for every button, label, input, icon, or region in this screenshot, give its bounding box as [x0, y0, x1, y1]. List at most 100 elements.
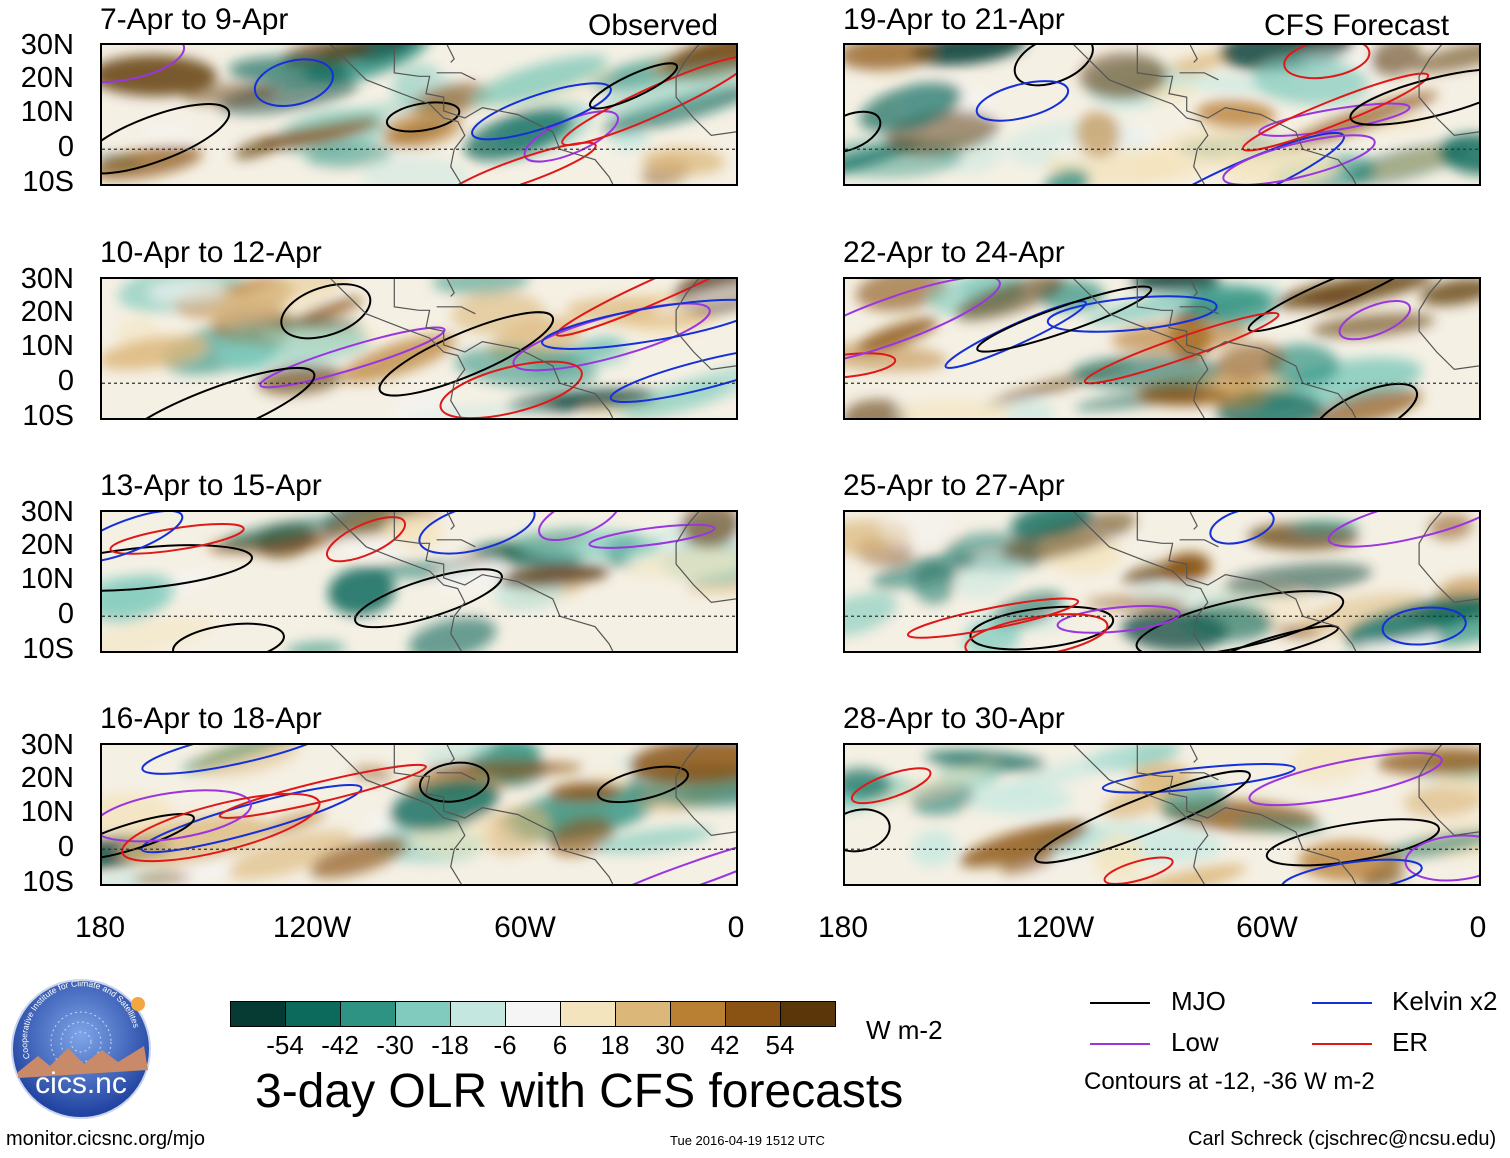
- coastline: [1073, 279, 1209, 418]
- olr-anomaly: [1010, 512, 1093, 539]
- olr-anomaly: [910, 45, 1026, 66]
- contour-mjo: [378, 311, 555, 397]
- lat-label: 30N: [20, 263, 74, 295]
- coastline: [436, 772, 476, 781]
- coastline: [330, 45, 466, 184]
- coastline: [1179, 772, 1219, 781]
- olr-anomaly: [1439, 133, 1479, 175]
- legend-low-label: Low: [1171, 1027, 1219, 1057]
- olr-anomaly: [1314, 388, 1423, 418]
- legend-er-label: ER: [1392, 1027, 1429, 1057]
- olr-anomaly: [859, 82, 963, 133]
- coastline: [1418, 512, 1479, 604]
- lat-label: 30N: [20, 729, 74, 761]
- map-panel-fcst-4: [843, 743, 1481, 886]
- colorbar-swatch: [340, 1001, 396, 1027]
- olr-anomaly: [602, 85, 736, 134]
- olr-anomaly: [390, 389, 453, 418]
- olr-anomaly: [878, 512, 956, 548]
- olr-anomaly: [856, 318, 939, 353]
- colorbar-label: -54: [266, 1030, 304, 1060]
- olr-anomaly: [600, 63, 736, 119]
- contour-mjo: [1013, 45, 1094, 87]
- colorbar-label: 54: [765, 1030, 795, 1060]
- contour-kelvin: [1381, 606, 1467, 646]
- contour-mjo: [1034, 770, 1251, 864]
- lat-label: 10N: [20, 330, 74, 362]
- website-link[interactable]: monitor.cicsnc.org/mjo: [6, 1128, 205, 1150]
- olr-map: [845, 45, 1479, 184]
- contour-mjo: [112, 366, 316, 418]
- olr-anomaly: [340, 334, 457, 383]
- olr-map: [845, 745, 1479, 884]
- colorbar-label: -30: [376, 1030, 414, 1060]
- contour-mjo: [1218, 625, 1339, 651]
- contour-kelvin: [975, 80, 1070, 122]
- lat-label: 0: [57, 598, 74, 630]
- olr-anomaly: [626, 547, 736, 580]
- contour-kelvin: [609, 346, 736, 404]
- lat-label: 20N: [20, 296, 74, 328]
- olr-anomaly: [259, 117, 380, 150]
- lat-label: 20N: [20, 529, 74, 561]
- olr-anomaly: [1005, 402, 1056, 418]
- coastline: [1136, 279, 1357, 418]
- olr-anomaly: [1405, 601, 1479, 647]
- contour-low: [102, 45, 186, 84]
- olr-anomaly: [1183, 602, 1274, 642]
- contour-er: [326, 516, 406, 563]
- olr-anomaly: [360, 155, 471, 184]
- contour-low: [845, 279, 1001, 366]
- olr-anomaly: [1252, 57, 1369, 106]
- panel-title-8: 28-Apr to 30-Apr: [843, 702, 1065, 735]
- coastline: [1073, 512, 1209, 651]
- contour-mjo: [597, 765, 689, 804]
- olr-map: [102, 512, 736, 651]
- olr-anomaly: [422, 745, 495, 767]
- colorbar-swatch: [395, 1001, 451, 1027]
- lon-label-0-right: 0: [1469, 911, 1487, 944]
- lat-label: 10S: [22, 400, 74, 432]
- contour-low: [538, 512, 621, 542]
- lon-label-60w-right: 60W: [1236, 911, 1298, 944]
- coastline: [675, 745, 736, 837]
- contour-low: [588, 523, 716, 549]
- cicsnc-logo: cics.nc Cooperative Institute for Climat…: [10, 978, 152, 1120]
- lat-label: 0: [57, 131, 74, 163]
- olr-anomaly: [1131, 279, 1221, 293]
- olr-anomaly: [397, 403, 554, 418]
- contour-mjo: [588, 62, 679, 110]
- coastline: [1418, 745, 1479, 837]
- lat-label: 20N: [20, 62, 74, 94]
- olr-anomaly: [956, 555, 1022, 598]
- coastline: [1073, 745, 1209, 884]
- contour-mjo: [845, 808, 891, 853]
- olr-anomaly: [895, 400, 1012, 418]
- colorbar-swatch: [725, 1001, 781, 1027]
- contour-mjo: [1349, 68, 1479, 126]
- contour-kelvin: [1209, 512, 1275, 545]
- olr-anomaly: [622, 362, 736, 418]
- colorbar-units: W m-2: [866, 1015, 943, 1045]
- contour-mjo: [976, 285, 1153, 353]
- lat-label: 10S: [22, 633, 74, 665]
- olr-anomaly: [181, 82, 277, 106]
- olr-anomaly: [102, 335, 208, 371]
- olr-anomaly: [1044, 168, 1090, 184]
- coastline: [446, 745, 455, 763]
- coastline: [436, 539, 476, 548]
- coastline: [1418, 279, 1479, 371]
- olr-anomaly: [1135, 124, 1249, 182]
- coastline: [330, 745, 466, 884]
- author-credit: Carl Schreck (cjschrec@ncsu.edu): [1188, 1128, 1497, 1150]
- coastline: [446, 512, 455, 530]
- olr-anomaly: [959, 821, 1090, 868]
- olr-anomaly: [845, 767, 892, 801]
- olr-anomaly: [481, 805, 551, 856]
- panel-title-5: 13-Apr to 15-Apr: [100, 469, 322, 502]
- olr-anomaly: [1403, 784, 1479, 818]
- contour-kelvin: [541, 298, 736, 350]
- colorbar-swatch: [450, 1001, 506, 1027]
- contour-mjo: [419, 761, 490, 803]
- contour-er: [555, 279, 736, 337]
